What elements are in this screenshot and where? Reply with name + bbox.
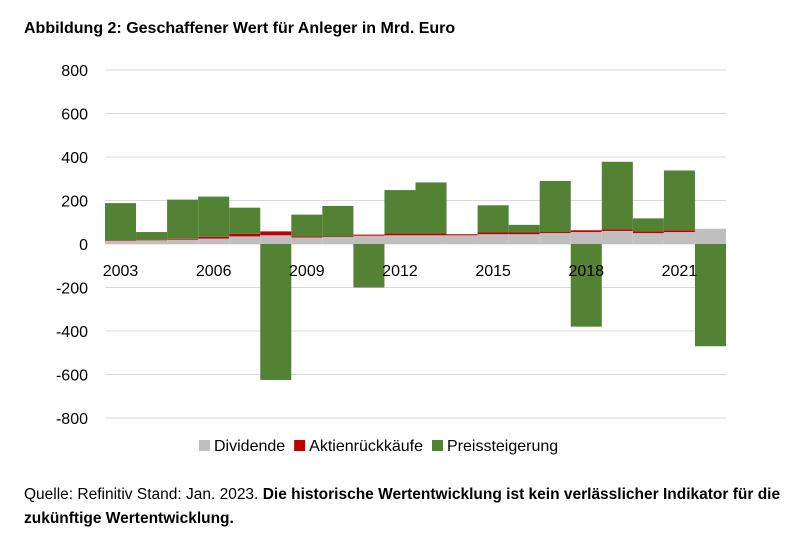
bar-series: [105, 161, 726, 380]
bar-aktienrückkäufe-2021: [663, 230, 695, 233]
bar-aktienrückkäufe-2008: [260, 231, 292, 236]
bar-preissteigerung-2007: [229, 207, 261, 234]
legend-swatch-aktienrückkäufe: [294, 440, 306, 451]
bar-preissteigerung-2022: [694, 244, 726, 347]
bar-preissteigerung-2005: [167, 199, 199, 239]
y-tick-label: 800: [61, 63, 88, 80]
y-tick-label: 0: [79, 237, 88, 254]
legend: Dividende Aktienrückkäufe Preissteigerung: [199, 438, 558, 455]
bar-aktienrückkäufe-2015: [477, 232, 509, 235]
disclaimer-text: Die historische Wertentwicklung ist kein…: [24, 486, 781, 527]
bar-dividende-2014: [446, 235, 478, 244]
legend-label: Aktienrückkäufe: [309, 438, 423, 455]
bar-preissteigerung-2011: [353, 244, 385, 288]
bar-preissteigerung-2003: [105, 203, 137, 241]
bar-aktienrückkäufe-2004: [136, 239, 168, 241]
bar-aktienrückkäufe-2013: [415, 233, 447, 236]
bar-aktienrückkäufe-2020: [632, 231, 664, 234]
bar-aktienrückkäufe-2003: [105, 240, 137, 241]
chart-title: Abbildung 2: Geschaffener Wert für Anleg…: [24, 20, 456, 37]
bar-aktienrückkäufe-2018: [570, 230, 602, 233]
bar-preissteigerung-2004: [136, 232, 168, 240]
bar-preissteigerung-2016: [508, 224, 540, 233]
bar-aktienrückkäufe-2012: [384, 233, 416, 236]
y-tick-label: 200: [61, 194, 88, 211]
legend-swatch-dividende: [199, 440, 210, 451]
bar-preissteigerung-2010: [322, 205, 354, 237]
bar-dividende-2003: [105, 240, 137, 244]
bar-dividende-2005: [167, 239, 199, 244]
bar-preissteigerung-2006: [198, 196, 230, 237]
bar-preissteigerung-2020: [632, 218, 664, 232]
bar-preissteigerung-2009: [291, 214, 323, 237]
bar-dividende-2015: [477, 234, 509, 244]
bar-aktienrückkäufe-2017: [539, 232, 571, 234]
bar-dividende-2004: [136, 240, 168, 244]
y-axis-tick-labels: 800 600 400 200 0 -200 -400 -600 -800: [56, 63, 88, 428]
bar-dividende-2010: [322, 237, 354, 244]
bar-aktienrückkäufe-2005: [167, 238, 199, 240]
bar-preissteigerung-2021: [663, 170, 695, 231]
legend-label: Dividende: [214, 438, 285, 455]
bar-dividende-2022: [694, 228, 726, 244]
bar-dividende-2012: [384, 235, 416, 244]
x-tick-label: 2009: [289, 263, 325, 280]
x-tick-label: 2006: [196, 263, 232, 280]
bar-aktienrückkäufe-2019: [601, 229, 633, 231]
bar-dividende-2008: [260, 235, 292, 244]
source-text: Quelle: Refinitiv Stand: Jan. 2023.: [24, 486, 259, 503]
bar-dividende-2011: [353, 235, 385, 244]
x-tick-label: 2012: [382, 263, 418, 280]
bar-dividende-2021: [663, 232, 695, 244]
bar-aktienrückkäufe-2009: [291, 236, 323, 238]
x-tick-label: 2015: [475, 263, 511, 280]
bar-preissteigerung-2012: [384, 190, 416, 234]
bar-preissteigerung-2015: [477, 205, 509, 233]
bar-aktienrückkäufe-2007: [229, 233, 261, 237]
bar-preissteigerung-2019: [601, 161, 633, 230]
y-tick-label: -800: [56, 411, 88, 428]
bar-aktienrückkäufe-2011: [353, 234, 385, 236]
bar-preissteigerung-2018: [570, 244, 602, 327]
bar-dividende-2016: [508, 234, 540, 244]
y-tick-label: -400: [56, 324, 88, 341]
bar-dividende-2007: [229, 236, 261, 244]
bar-preissteigerung-2013: [415, 182, 447, 234]
bar-dividende-2017: [539, 233, 571, 244]
legend-label: Preissteigerung: [447, 438, 558, 455]
y-tick-label: 600: [61, 107, 88, 124]
x-tick-label: 2021: [662, 263, 698, 280]
bar-dividende-2020: [632, 233, 664, 244]
x-tick-label: 2018: [568, 263, 604, 280]
bar-dividende-2009: [291, 237, 323, 244]
y-tick-label: -200: [56, 281, 88, 298]
x-tick-label: 2003: [103, 263, 139, 280]
bar-aktienrückkäufe-2014: [446, 234, 478, 236]
bar-aktienrückkäufe-2010: [322, 236, 354, 238]
y-tick-label: 400: [61, 150, 88, 167]
bar-dividende-2018: [570, 232, 602, 244]
bar-dividende-2013: [415, 235, 447, 244]
bar-aktienrückkäufe-2016: [508, 232, 540, 235]
source-note: Quelle: Refinitiv Stand: Jan. 2023. Die …: [24, 483, 784, 531]
bar-dividende-2006: [198, 238, 230, 244]
bar-dividende-2019: [601, 230, 633, 244]
legend-swatch-preissteigerung: [432, 440, 443, 451]
bar-preissteigerung-2008: [260, 244, 292, 380]
bar-aktienrückkäufe-2006: [198, 236, 230, 239]
x-axis-tick-labels: 2003 2006 2009 2012 2015 2018 2021: [103, 263, 698, 280]
bar-preissteigerung-2017: [539, 180, 571, 233]
y-tick-label: -600: [56, 368, 88, 385]
